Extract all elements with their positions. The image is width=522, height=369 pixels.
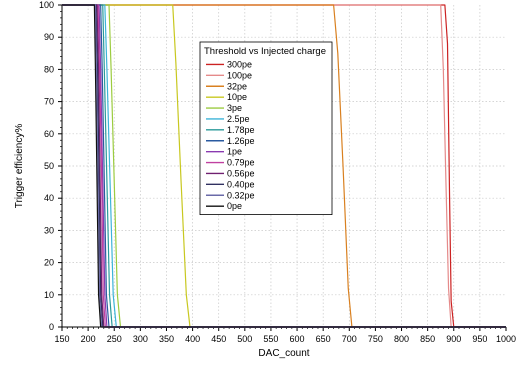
legend: Threshold vs Injected charge 300pe100pe3… [199, 41, 333, 216]
legend-label: 0.32pe [227, 190, 255, 200]
x-tick-label: 900 [446, 334, 461, 344]
y-tick-label: 50 [44, 161, 54, 171]
legend-label: 10pe [227, 92, 247, 102]
x-axis-title: DAC_count [258, 348, 309, 359]
y-tick-label: 60 [44, 129, 54, 139]
x-tick-label: 850 [420, 334, 435, 344]
x-tick-label: 400 [185, 334, 200, 344]
legend-box [199, 41, 333, 216]
legend-label: 0.40pe [227, 179, 255, 189]
y-tick-label: 10 [44, 290, 54, 300]
y-tick-label: 100 [39, 0, 54, 10]
y-tick-label: 70 [44, 97, 54, 107]
x-tick-label: 950 [472, 334, 487, 344]
x-tick-label: 750 [368, 334, 383, 344]
x-tick-label: 300 [133, 334, 148, 344]
x-tick-label: 450 [211, 334, 226, 344]
legend-label: 0.79pe [227, 158, 255, 168]
x-tick-label: 550 [263, 334, 278, 344]
legend-label: 2.5pe [227, 114, 250, 124]
x-tick-label: 800 [394, 334, 409, 344]
x-tick-label: 650 [316, 334, 331, 344]
x-tick-label: 350 [159, 334, 174, 344]
x-tick-label: 150 [54, 334, 69, 344]
legend-label: 1.78pe [227, 125, 255, 135]
legend-title: Threshold vs Injected charge [204, 46, 326, 57]
y-tick-label: 40 [44, 193, 54, 203]
y-tick-label: 80 [44, 64, 54, 74]
x-tick-label: 500 [237, 334, 252, 344]
series-lines [62, 4, 506, 328]
y-axis-title: Trigger efficiency% [14, 124, 25, 209]
series-line-0pe [62, 4, 506, 328]
legend-label: 1pe [227, 147, 242, 157]
y-tick-label: 30 [44, 225, 54, 235]
legend-label: 100pe [227, 70, 252, 80]
legend-label: 3pe [227, 103, 242, 113]
x-tick-label: 250 [107, 334, 122, 344]
y-tick-label: 20 [44, 258, 54, 268]
x-tick-label: 200 [81, 334, 96, 344]
x-tick-label: 1000 [496, 334, 516, 344]
legend-items: 300pe100pe32pe10pe3pe2.5pe1.78pe1.26pe1p… [206, 59, 255, 211]
legend-label: 300pe [227, 59, 252, 69]
y-tick-label: 0 [49, 322, 54, 332]
legend-label: 32pe [227, 81, 247, 91]
x-tick-label: 600 [290, 334, 305, 344]
x-tick-label: 700 [342, 334, 357, 344]
tick-labels: 150 200 250 300 350 400 450 500 550 600 650 700 750 8… [39, 0, 516, 344]
legend-label: 0.56pe [227, 168, 255, 178]
legend-label: 0pe [227, 201, 242, 211]
legend-label: 1.26pe [227, 136, 255, 146]
y-tick-label: 90 [44, 32, 54, 42]
